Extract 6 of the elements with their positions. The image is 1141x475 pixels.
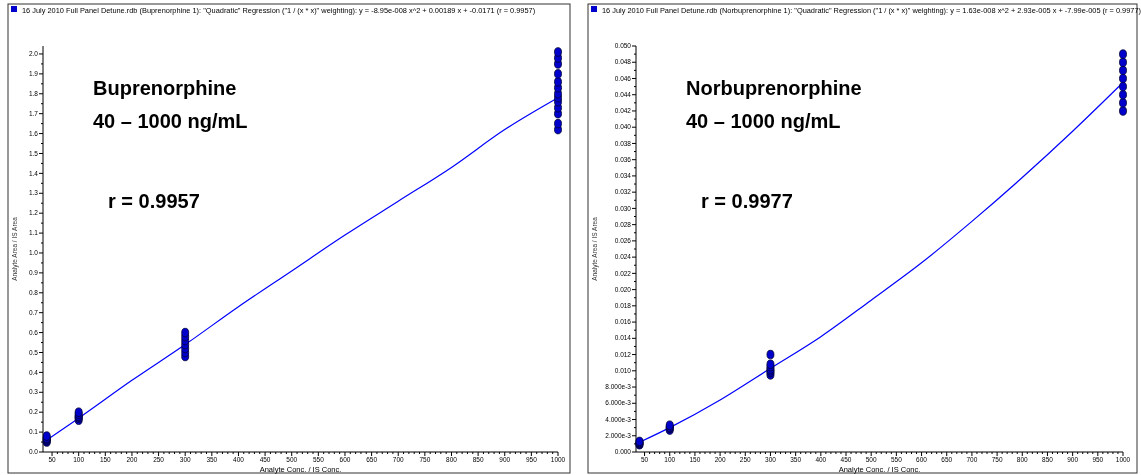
- annotation: 40 – 1000 ng/mL: [686, 110, 841, 132]
- annotation: Buprenorphine: [93, 77, 237, 99]
- annotation: r = 0.9977: [701, 190, 793, 212]
- annotation: r = 0.9957: [108, 190, 200, 212]
- annotation: Norbuprenorphine: [686, 77, 862, 99]
- annotation: 40 – 1000 ng/mL: [93, 110, 248, 132]
